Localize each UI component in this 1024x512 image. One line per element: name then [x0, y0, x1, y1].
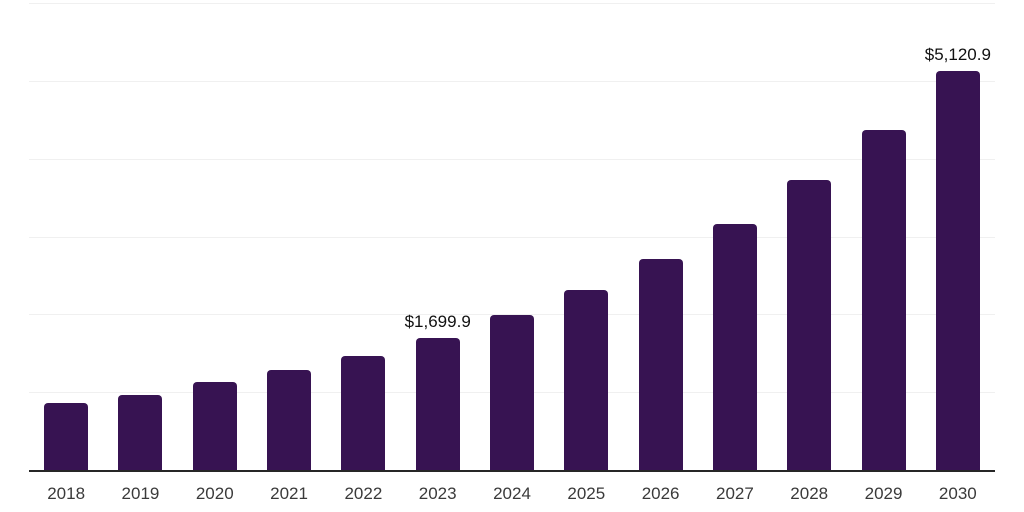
x-tick-2020: 2020 [195, 484, 234, 503]
bar-2029 [861, 129, 906, 470]
x-tick-2022: 2022 [344, 484, 383, 503]
bar-2025 [564, 290, 609, 470]
gridline-5000 [29, 80, 995, 82]
bar-2030 [935, 71, 980, 470]
value-label-2030: $5,120.9 [924, 45, 991, 65]
x-tick-2026: 2026 [641, 484, 680, 503]
bar-2019 [118, 394, 163, 470]
bar-2028 [787, 180, 832, 470]
x-tick-2021: 2021 [270, 484, 308, 503]
x-tick-2023: 2023 [418, 484, 457, 503]
bar-2024 [490, 314, 534, 470]
x-tick-2018: 2018 [47, 484, 86, 503]
bar-2026 [638, 259, 683, 470]
value-label-2023: $1,699.9 [404, 311, 471, 331]
bar-2020 [192, 382, 237, 470]
gridline-3000 [29, 236, 995, 238]
x-tick-2029: 2029 [864, 484, 903, 503]
x-axis-line [29, 470, 995, 472]
bar-2022 [341, 356, 386, 470]
x-tick-2024: 2024 [493, 484, 531, 503]
bar-2018 [44, 403, 89, 470]
gridline-6000 [29, 3, 995, 4]
x-tick-2027: 2027 [716, 484, 754, 503]
x-tick-2025: 2025 [567, 484, 606, 503]
gridline-4000 [29, 158, 995, 160]
x-tick-2019: 2019 [121, 484, 160, 503]
bar-2021 [267, 370, 312, 470]
x-tick-2030: 2030 [938, 484, 977, 503]
bar-2027 [712, 223, 757, 470]
x-tick-2028: 2028 [790, 484, 829, 503]
bar-2023 [415, 337, 460, 470]
